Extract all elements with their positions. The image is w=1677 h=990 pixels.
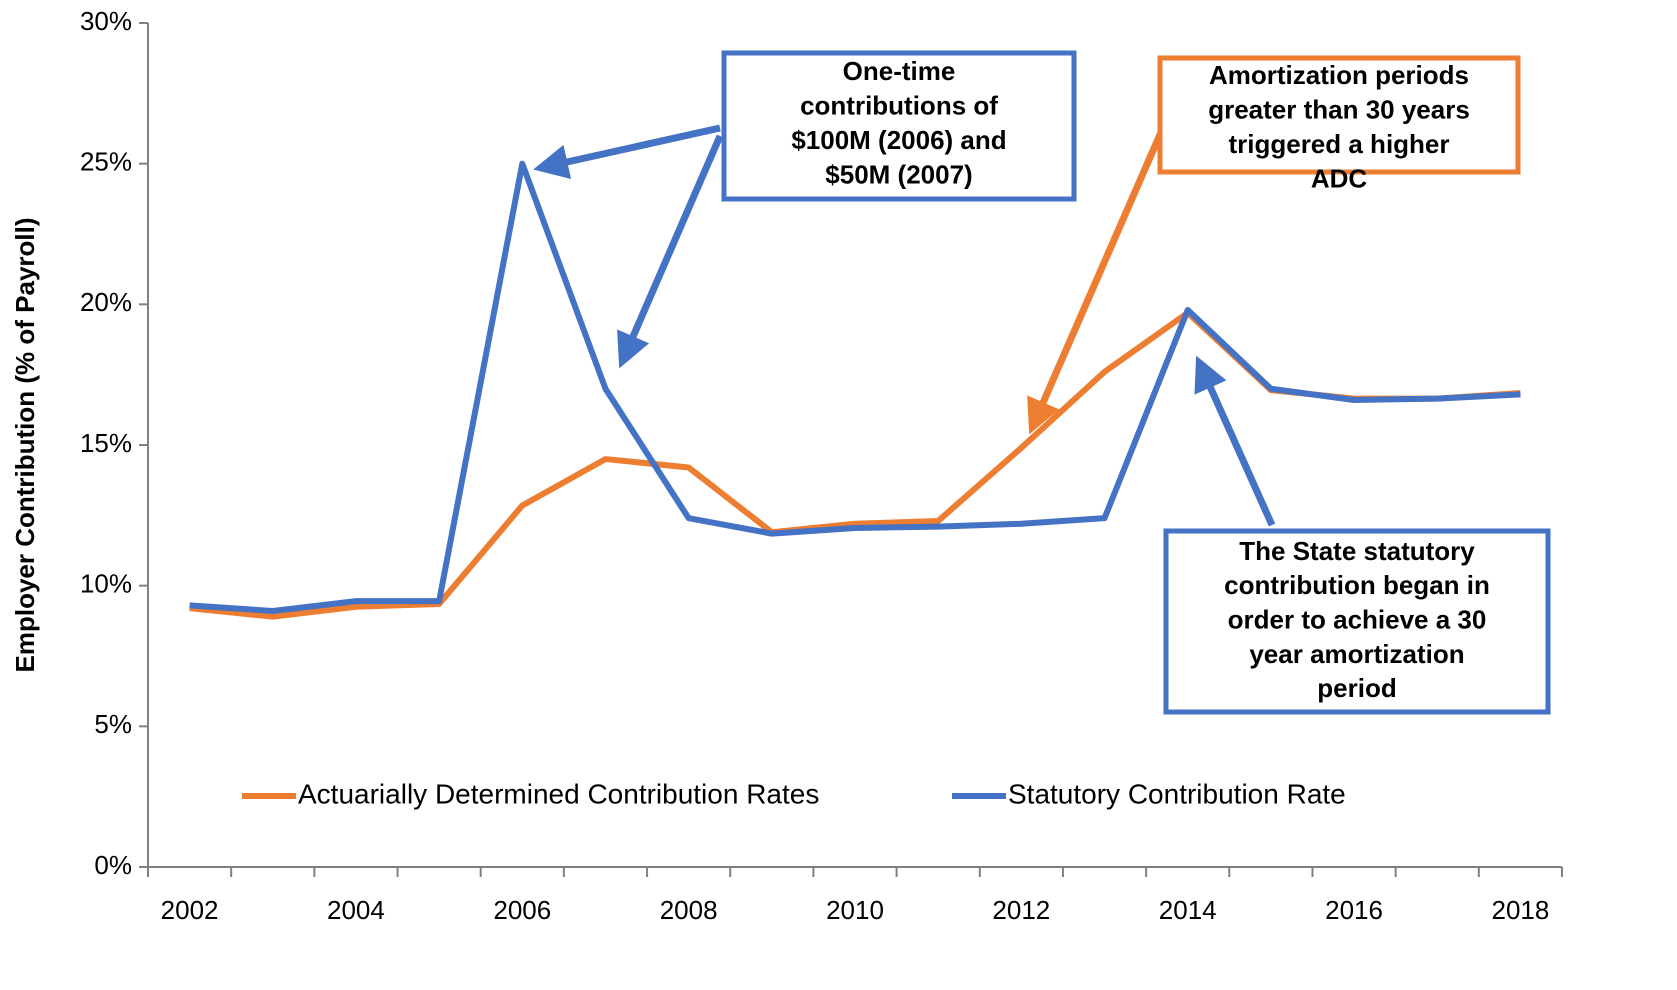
annotation-box <box>1157 55 1521 175</box>
y-axis-title: Employer Contribution (% of Payroll) <box>10 217 40 672</box>
arrow <box>617 134 724 369</box>
arrow <box>1194 355 1276 527</box>
annotation-text: greater than 30 years <box>1208 94 1470 124</box>
annotation-text: $100M (2006) and <box>791 125 1006 155</box>
annotation-text: contribution began in <box>1224 570 1490 600</box>
x-tick-label: 2016 <box>1325 895 1383 925</box>
x-tick-label: 2006 <box>493 895 551 925</box>
x-tick-label: 2012 <box>992 895 1050 925</box>
arrow <box>533 124 721 180</box>
x-tick-label: 2014 <box>1159 895 1217 925</box>
x-tick-label: 2018 <box>1491 895 1549 925</box>
annotation-text: Amortization periods <box>1209 60 1469 90</box>
y-tick-label: 25% <box>80 147 132 177</box>
y-tick-label: 0% <box>94 850 132 880</box>
y-tick-label: 20% <box>80 287 132 317</box>
annotation-text: The State statutory <box>1239 536 1475 566</box>
x-tick-label: 2002 <box>161 895 219 925</box>
annotation-text: contributions of <box>800 90 998 120</box>
annotation-text: triggered a higher <box>1228 129 1449 159</box>
y-tick-label: 5% <box>94 709 132 739</box>
annotation-text: $50M (2007) <box>825 159 972 189</box>
arrow <box>1027 128 1166 435</box>
annotation-text: year amortization <box>1249 639 1464 669</box>
y-tick-label: 30% <box>80 6 132 36</box>
y-tick-label: 15% <box>80 428 132 458</box>
y-tick-label: 10% <box>80 569 132 599</box>
series-line <box>189 160 1521 614</box>
annotation-text: ADC <box>1311 163 1368 193</box>
legend-label: Actuarially Determined Contribution Rate… <box>298 778 819 809</box>
annotation-text: order to achieve a 30 <box>1228 604 1487 634</box>
x-tick-label: 2010 <box>826 895 884 925</box>
annotation-text: One-time <box>843 56 956 86</box>
annotation-arrows <box>533 124 1276 527</box>
legend-label: Statutory Contribution Rate <box>1008 778 1346 809</box>
x-tick-label: 2008 <box>660 895 718 925</box>
annotation-text: period <box>1317 673 1396 703</box>
x-tick-label: 2004 <box>327 895 385 925</box>
annotation-box <box>721 50 1077 202</box>
annotation-box <box>1163 528 1551 715</box>
